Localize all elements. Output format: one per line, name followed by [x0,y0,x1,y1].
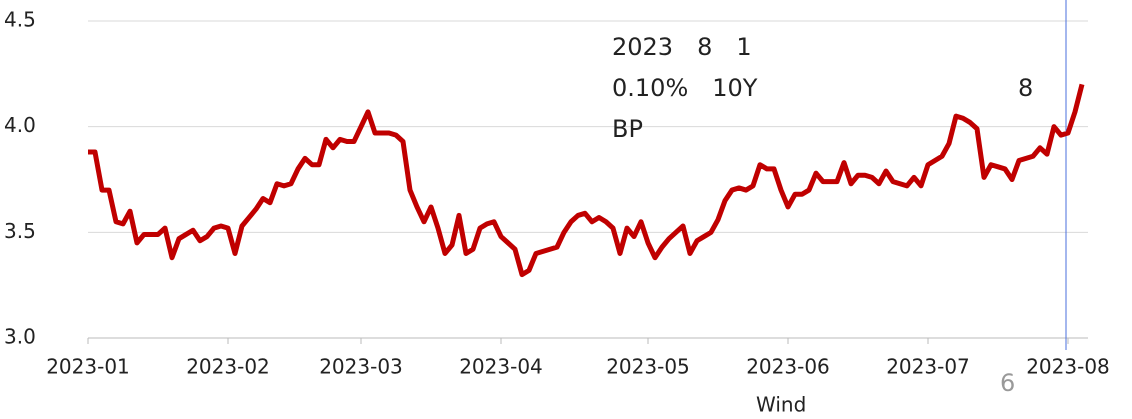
page-number: 6 [1000,369,1015,397]
x-tick-label: 2023-01 [46,355,130,379]
y-tick-label: 3.5 [4,219,36,243]
y-tick-label: 4.0 [4,113,36,137]
annotation: 0.10% 10Y [612,74,758,102]
x-tick-label: 2023-03 [319,355,403,379]
x-tick-label: 2023-02 [186,355,270,379]
y-tick-label: 4.5 [4,8,36,32]
annotation: BP [612,115,643,143]
x-tick-label: 2023-08 [1026,355,1110,379]
y-tick-label: 3.0 [4,325,36,349]
x-tick-label: 2023-07 [886,355,970,379]
x-tick-label: 2023-06 [746,355,830,379]
line [88,83,1085,278]
source: Wind [756,393,806,417]
x-tick-label: 2023-04 [459,355,543,379]
annotation: 2023 8 1 [612,33,752,61]
x-tick-label: 2023-05 [606,355,690,379]
annotation: 8 [1018,74,1033,102]
